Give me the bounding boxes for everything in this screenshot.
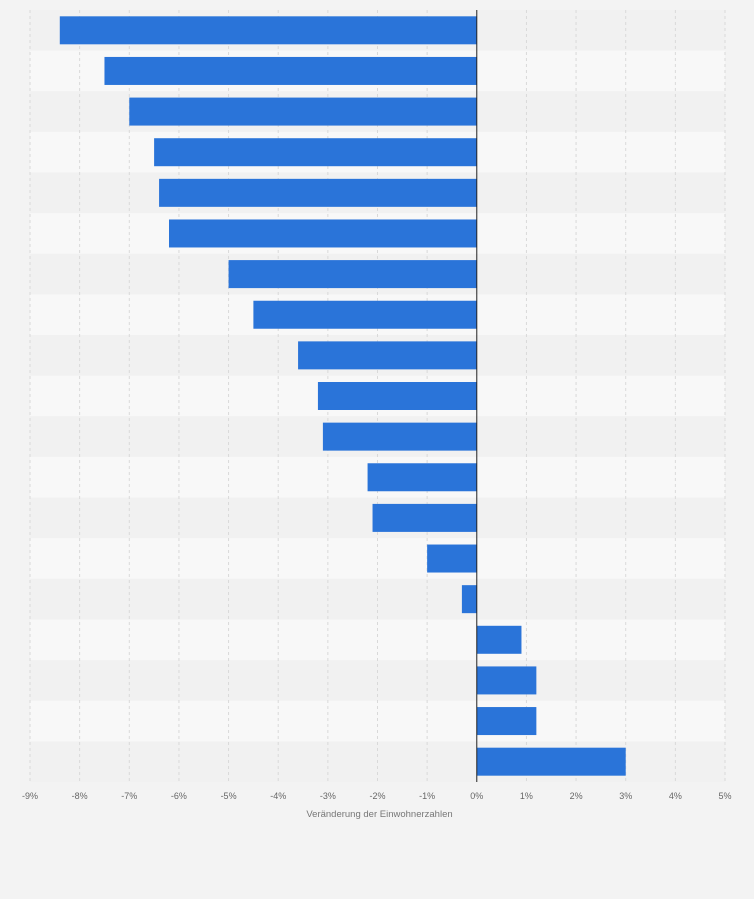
bar	[477, 626, 522, 654]
x-tick-label: 5%	[718, 791, 731, 801]
bar	[169, 219, 477, 247]
x-tick-label: -1%	[419, 791, 435, 801]
bar	[462, 585, 477, 613]
bar	[368, 463, 477, 491]
x-tick-label: -5%	[221, 791, 237, 801]
x-axis-ticks: -9% -8% -7% -6% -5% -4% -3% -2% -1% 0% 1% 2% 3% 4% 5%	[22, 791, 732, 801]
bar	[154, 138, 477, 166]
bar	[159, 179, 477, 207]
x-tick-label: 4%	[669, 791, 682, 801]
bar	[129, 98, 477, 126]
bar	[229, 260, 477, 288]
x-tick-label: -6%	[171, 791, 187, 801]
x-tick-label: -7%	[121, 791, 137, 801]
x-tick-label: -4%	[270, 791, 286, 801]
bar	[477, 707, 537, 735]
x-tick-label: -9%	[22, 791, 38, 801]
x-axis-title: Veränderung der Einwohnerzahlen	[306, 809, 452, 820]
bar	[60, 16, 477, 44]
x-tick-label: 1%	[520, 791, 533, 801]
bar	[104, 57, 476, 85]
bar	[318, 382, 477, 410]
x-tick-label: -3%	[320, 791, 336, 801]
x-tick-label: -8%	[72, 791, 88, 801]
bar	[323, 423, 477, 451]
x-tick-label: -2%	[369, 791, 385, 801]
bar	[373, 504, 477, 532]
bar	[298, 341, 477, 369]
x-tick-label: 0%	[470, 791, 483, 801]
bar	[477, 666, 537, 694]
bar	[477, 748, 626, 776]
bar	[253, 301, 476, 329]
x-tick-label: 3%	[619, 791, 632, 801]
x-tick-label: 2%	[570, 791, 583, 801]
bar	[427, 545, 477, 573]
